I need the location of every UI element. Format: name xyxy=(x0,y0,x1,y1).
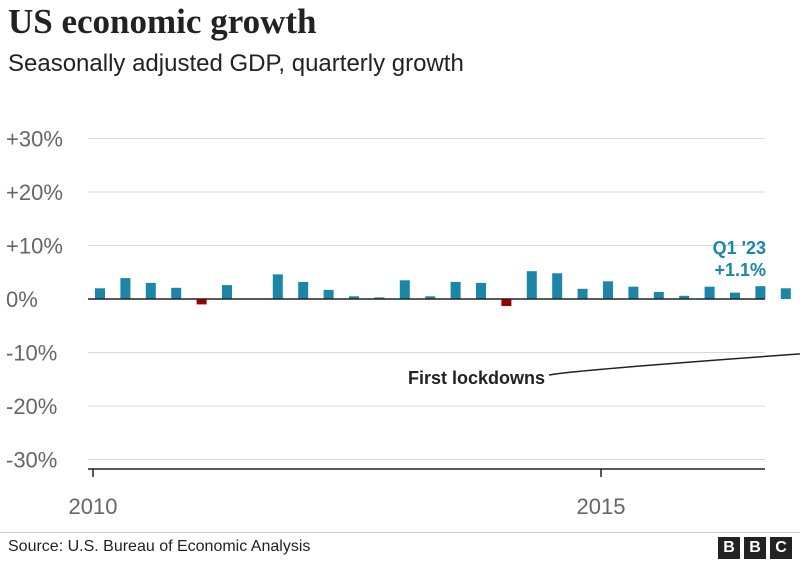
logo-letter: C xyxy=(770,537,792,559)
bar xyxy=(704,286,715,299)
bar xyxy=(374,297,385,299)
bar xyxy=(323,289,334,299)
source-note: Source: U.S. Bureau of Economic Analysis xyxy=(8,538,311,555)
x-axis: 201020152020 xyxy=(69,468,765,519)
bars xyxy=(88,271,791,306)
bar xyxy=(476,282,486,299)
bar xyxy=(577,288,588,299)
annotations: First lockdowns Q1 '23+1.1% xyxy=(408,238,800,388)
bar xyxy=(171,287,182,299)
gridlines xyxy=(88,138,765,460)
logo-letter: B xyxy=(718,537,740,559)
bar xyxy=(755,286,766,299)
y-axis-tick-labels: +30% +20% +10% 0% -10% -20% -30% xyxy=(6,127,63,473)
bar xyxy=(120,278,131,299)
bar xyxy=(272,274,283,299)
bar xyxy=(95,288,105,299)
bar xyxy=(349,296,359,299)
bar xyxy=(730,292,740,299)
chart-title: US economic growth xyxy=(8,2,317,41)
latest-quarter-label: Q1 '23 xyxy=(713,238,766,258)
lockdown-leader-line xyxy=(548,353,800,376)
footer-divider xyxy=(0,532,800,533)
bar xyxy=(679,295,690,299)
bar xyxy=(425,296,436,299)
bar xyxy=(298,281,309,299)
y-tick-label: 0% xyxy=(6,287,38,312)
bar xyxy=(501,299,512,306)
latest-quarter-value: +1.1% xyxy=(714,260,766,280)
y-tick-label: +10% xyxy=(6,234,63,259)
y-tick-label: +20% xyxy=(6,180,63,205)
bbc-logo: B B C xyxy=(718,537,792,559)
bar xyxy=(628,286,639,299)
bar xyxy=(399,280,410,299)
bar xyxy=(450,281,461,299)
bar xyxy=(653,292,664,299)
y-tick-label: +30% xyxy=(6,127,63,152)
y-tick-label: -10% xyxy=(6,341,57,366)
bar xyxy=(222,285,232,299)
bar xyxy=(780,288,791,299)
chart-subtitle: Seasonally adjusted GDP, quarterly growt… xyxy=(8,50,464,77)
y-tick-label: -30% xyxy=(6,448,57,473)
y-tick-label: -20% xyxy=(6,394,57,419)
x-tick-label: 2010 xyxy=(69,494,118,519)
logo-letter: B xyxy=(744,537,766,559)
bar xyxy=(526,271,537,299)
bar xyxy=(145,282,156,299)
bar xyxy=(196,299,207,305)
gdp-bar-chart: +30%+20%+10%0%-10%-20%-30% 201020152020 … xyxy=(6,127,800,519)
bar xyxy=(552,273,563,299)
x-tick-label: 2015 xyxy=(577,494,626,519)
lockdown-annotation: First lockdowns xyxy=(408,368,545,388)
bar xyxy=(603,281,613,299)
